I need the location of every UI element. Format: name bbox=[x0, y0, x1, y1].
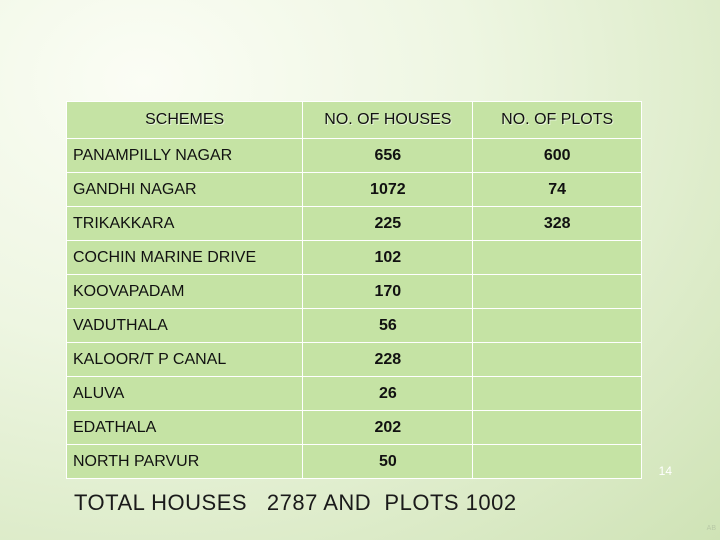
plots-cell bbox=[472, 308, 642, 343]
table-row: KOOVAPADAM 170 bbox=[65, 274, 642, 309]
table-row: VADUTHALA 56 bbox=[65, 308, 642, 343]
header-houses: NO. OF HOUSES bbox=[302, 101, 474, 139]
table-row: KALOOR/T P CANAL 228 bbox=[65, 342, 642, 377]
table-row: GANDHI NAGAR 1072 74 bbox=[65, 172, 642, 207]
schemes-table: SCHEMES NO. OF HOUSES NO. OF PLOTS PANAM… bbox=[65, 101, 642, 479]
scheme-cell: GANDHI NAGAR bbox=[65, 172, 304, 207]
scheme-cell: PANAMPILLY NAGAR bbox=[65, 138, 304, 173]
houses-cell: 26 bbox=[302, 376, 474, 411]
houses-cell: 1072 bbox=[302, 172, 474, 207]
table-row: ALUVA 26 bbox=[65, 376, 642, 411]
plots-cell: 328 bbox=[472, 206, 642, 241]
houses-cell: 656 bbox=[302, 138, 474, 173]
header-schemes: SCHEMES bbox=[65, 101, 304, 139]
plots-cell: 600 bbox=[472, 138, 642, 173]
scheme-cell: TRIKAKKARA bbox=[65, 206, 304, 241]
houses-cell: 170 bbox=[302, 274, 474, 309]
total-summary: TOTAL HOUSES 2787 AND PLOTS 1002 bbox=[74, 490, 517, 515]
houses-cell: 228 bbox=[302, 342, 474, 377]
plots-cell bbox=[472, 274, 642, 309]
houses-cell: 202 bbox=[302, 410, 474, 445]
scheme-cell: KALOOR/T P CANAL bbox=[65, 342, 304, 377]
page-number: 14 bbox=[658, 464, 672, 478]
plots-cell bbox=[472, 444, 642, 479]
plots-cell bbox=[472, 376, 642, 411]
houses-cell: 225 bbox=[302, 206, 474, 241]
scheme-cell: NORTH PARVUR bbox=[65, 444, 304, 479]
plots-cell bbox=[472, 410, 642, 445]
header-row: SCHEMES NO. OF HOUSES NO. OF PLOTS bbox=[65, 101, 642, 139]
table-row: NORTH PARVUR 50 bbox=[65, 444, 642, 479]
plots-cell: 74 bbox=[472, 172, 642, 207]
scheme-cell: EDATHALA bbox=[65, 410, 304, 445]
table-row: COCHIN MARINE DRIVE 102 bbox=[65, 240, 642, 275]
scheme-cell: ALUVA bbox=[65, 376, 304, 411]
header-plots: NO. OF PLOTS bbox=[472, 101, 642, 139]
houses-cell: 50 bbox=[302, 444, 474, 479]
houses-cell: 102 bbox=[302, 240, 474, 275]
scheme-cell: VADUTHALA bbox=[65, 308, 304, 343]
plots-cell bbox=[472, 342, 642, 377]
table-row: PANAMPILLY NAGAR 656 600 bbox=[65, 138, 642, 173]
scheme-cell: KOOVAPADAM bbox=[65, 274, 304, 309]
houses-cell: 56 bbox=[302, 308, 474, 343]
plots-cell bbox=[472, 240, 642, 275]
scheme-cell: COCHIN MARINE DRIVE bbox=[65, 240, 304, 275]
corner-watermark: AB bbox=[706, 525, 716, 532]
table-row: TRIKAKKARA 225 328 bbox=[65, 206, 642, 241]
table-row: EDATHALA 202 bbox=[65, 410, 642, 445]
